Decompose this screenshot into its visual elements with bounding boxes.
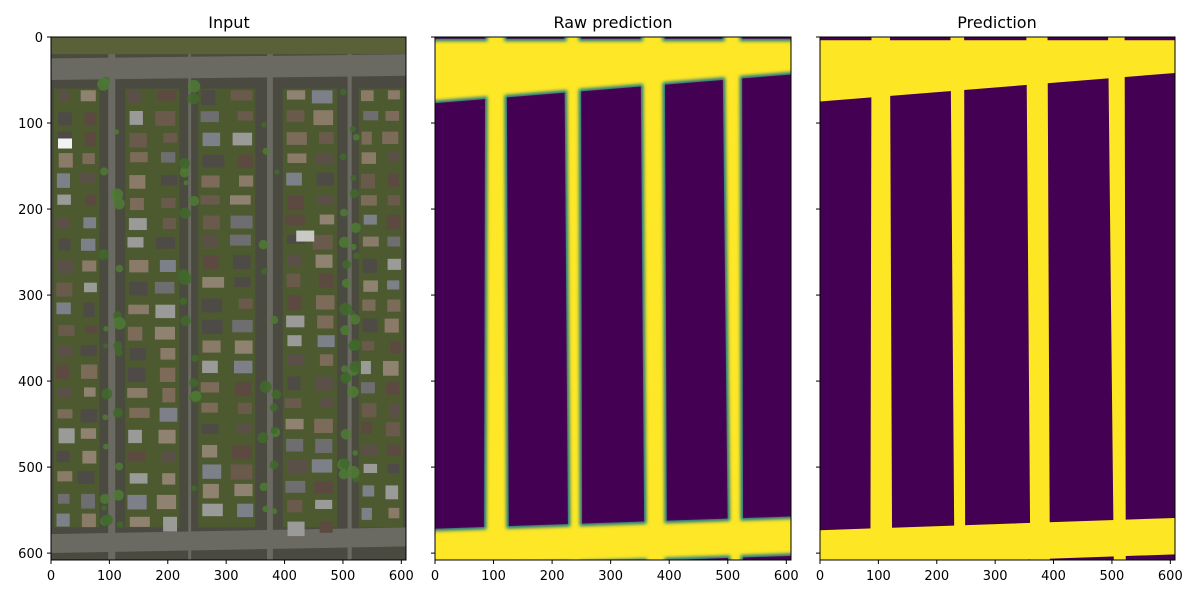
x-tick-label: 200 — [155, 569, 180, 584]
y-tick-label: 500 — [18, 461, 43, 476]
x-tick-label: 0 — [47, 569, 55, 584]
y-tick-label: 200 — [18, 203, 43, 218]
y-tick-label: 300 — [18, 289, 43, 304]
x-tick-label: 500 — [1100, 569, 1125, 584]
panel-title-raw-prediction: Raw prediction — [553, 13, 672, 32]
x-tick-label: 200 — [924, 569, 949, 584]
x-tick-label: 600 — [774, 569, 799, 584]
x-tick-label: 400 — [1041, 569, 1066, 584]
x-tick-label: 200 — [540, 569, 565, 584]
x-tick-label: 600 — [1158, 569, 1183, 584]
x-tick-label: 300 — [598, 569, 623, 584]
raw-prediction-image — [435, 37, 791, 560]
x-tick-label: 400 — [657, 569, 682, 584]
y-tick-label: 100 — [18, 117, 43, 132]
y-tick-label: 600 — [18, 547, 43, 562]
x-tick-label: 0 — [816, 569, 824, 584]
panel-title-prediction: Prediction — [957, 13, 1036, 32]
axes-frame-input — [50, 36, 407, 561]
x-tick-label: 100 — [481, 569, 506, 584]
prediction-mask-image — [820, 37, 1175, 560]
panel-title-input: Input — [208, 13, 249, 32]
x-tick-label: 0 — [431, 569, 439, 584]
axes-frame-raw-prediction — [434, 36, 792, 561]
x-tick-label: 300 — [214, 569, 239, 584]
y-tick-label: 0 — [35, 31, 43, 46]
y-tick-label: 400 — [18, 375, 43, 390]
x-tick-label: 100 — [866, 569, 891, 584]
axes-frame-prediction — [819, 36, 1176, 561]
x-tick-label: 400 — [272, 569, 297, 584]
x-tick-label: 300 — [983, 569, 1008, 584]
x-tick-label: 500 — [331, 569, 356, 584]
x-tick-label: 500 — [715, 569, 740, 584]
input-aerial-image — [51, 37, 406, 560]
x-tick-label: 600 — [389, 569, 414, 584]
x-tick-label: 100 — [97, 569, 122, 584]
